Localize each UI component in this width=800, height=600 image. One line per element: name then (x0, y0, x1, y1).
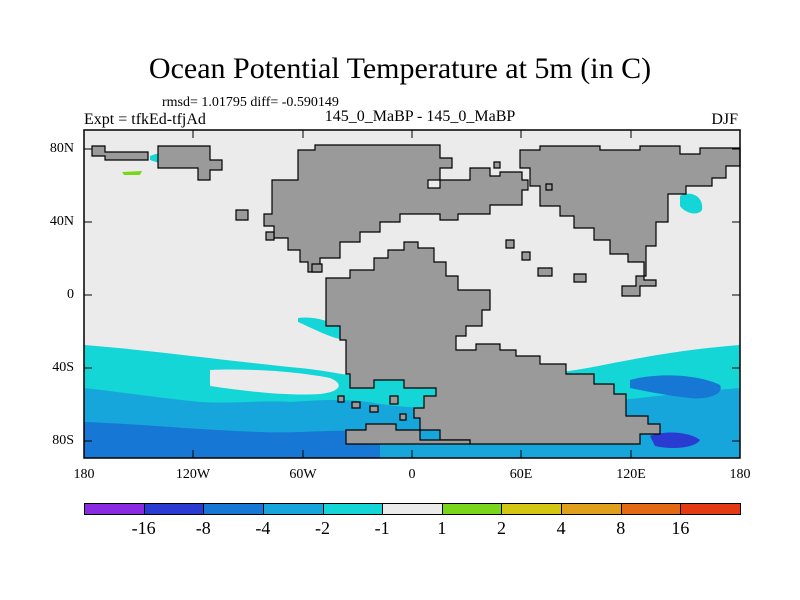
colorbar-segment (203, 503, 264, 515)
plot-title: Ocean Potential Temperature at 5m (in C) (148, 52, 652, 85)
land-island-5 (505, 239, 515, 249)
stats-label: rmsd= 1.01795 diff= -0.590149 (162, 95, 339, 110)
xtick-label: 0 (408, 467, 416, 482)
ytick-label: 80N (49, 141, 74, 156)
colorbar-segment (620, 503, 682, 515)
land-island-2 (265, 231, 275, 241)
experiment-label: Expt = tfkEd-tfjAd (84, 111, 206, 128)
colorbar-label: -1 (374, 518, 390, 538)
colorbar-label: -2 (315, 518, 331, 538)
colorbar-label: 4 (556, 518, 566, 538)
land-island-11 (389, 395, 399, 405)
green-patch-arctic (122, 171, 142, 175)
xtick-label: 180 (73, 467, 95, 482)
ytick-label: 0 (67, 287, 74, 302)
colorbar-label: 8 (616, 518, 626, 538)
colorbar-segment (382, 503, 443, 515)
xtick-label: 60W (289, 467, 317, 482)
xtick-label: 120E (616, 467, 646, 482)
land-island-3 (311, 263, 323, 273)
season-label: DJF (711, 111, 738, 128)
land-island-12 (399, 413, 407, 421)
tongue-pacific (210, 369, 339, 395)
colorbar-segment (84, 503, 145, 515)
colorbar (84, 503, 741, 515)
land-island-13 (545, 183, 553, 191)
land-gondwana-africa-america (325, 241, 661, 445)
colorbar-segment (441, 503, 503, 515)
colorbar-segment (322, 503, 384, 515)
colorbar-segment (143, 503, 205, 515)
colorbar-label: -16 (131, 518, 156, 538)
land-island-10 (369, 405, 379, 413)
colorbar-label: 16 (671, 518, 690, 538)
colorbar-segment (561, 503, 622, 515)
land-island-4 (521, 251, 531, 261)
period-label: 145_0_MaBP - 145_0_MaBP (324, 108, 516, 125)
cyan-patch-equatorial (298, 317, 345, 340)
land-laurasia (263, 144, 529, 273)
ytick-label: 80S (52, 433, 74, 448)
blue-band-south (84, 422, 380, 458)
land-north-america (91, 145, 149, 161)
axis-ticks (83, 130, 741, 458)
ytick-label: 40S (52, 360, 74, 375)
colorbar-label: 1 (437, 518, 447, 538)
colorbar-segment (680, 503, 741, 515)
xtick-label: 180 (729, 467, 751, 482)
xtick-label: 120W (175, 467, 211, 482)
land-island-14 (493, 161, 501, 169)
ytick-label: 40N (49, 214, 74, 229)
land-island-7 (573, 273, 587, 283)
land-antarctic-coast (345, 423, 471, 445)
land-asia (519, 145, 741, 297)
colorbar-label: 2 (496, 518, 506, 538)
colorbar-label: -8 (195, 518, 211, 538)
colorbar-segment (262, 503, 324, 515)
land-north-cap (157, 145, 223, 181)
land-island-6 (537, 267, 553, 277)
land-island-1 (235, 209, 249, 221)
xtick-label: 60E (509, 467, 533, 482)
colorbar-label: -4 (255, 518, 271, 538)
dark-blue-patch (650, 432, 700, 448)
cyan-patch-arctic-east (680, 193, 703, 214)
blue-patch-southeast (630, 375, 721, 399)
colorbar-segment (501, 503, 563, 515)
land-island-8 (351, 401, 361, 409)
land-island-9 (337, 395, 345, 403)
